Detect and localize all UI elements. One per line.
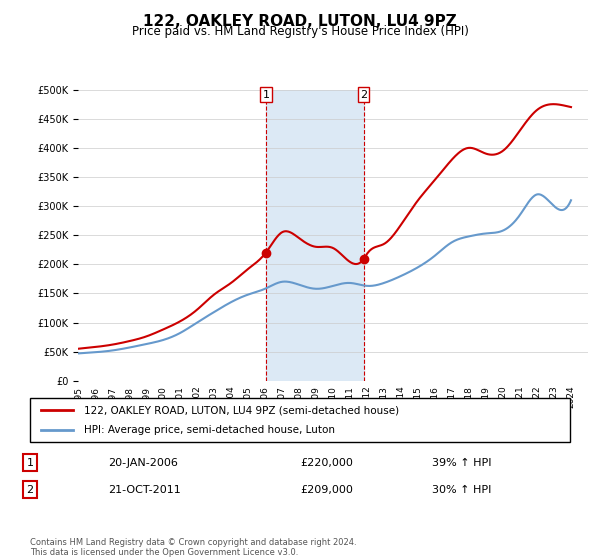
Text: 2: 2 [26, 484, 34, 494]
Bar [266, 90, 364, 381]
Text: Price paid vs. HM Land Registry's House Price Index (HPI): Price paid vs. HM Land Registry's House … [131, 25, 469, 38]
Text: 122, OAKLEY ROAD, LUTON, LU4 9PZ (semi-detached house): 122, OAKLEY ROAD, LUTON, LU4 9PZ (semi-d… [84, 405, 399, 415]
Text: HPI: Average price, semi-detached house, Luton: HPI: Average price, semi-detached house,… [84, 425, 335, 435]
Text: 122, OAKLEY ROAD, LUTON, LU4 9PZ: 122, OAKLEY ROAD, LUTON, LU4 9PZ [143, 14, 457, 29]
Text: 30% ↑ HPI: 30% ↑ HPI [432, 484, 491, 494]
Text: 2: 2 [360, 90, 367, 100]
Text: 1: 1 [26, 458, 34, 468]
Text: 39% ↑ HPI: 39% ↑ HPI [432, 458, 491, 468]
Text: Contains HM Land Registry data © Crown copyright and database right 2024.
This d: Contains HM Land Registry data © Crown c… [30, 538, 356, 557]
Text: £220,000: £220,000 [300, 458, 353, 468]
Text: £209,000: £209,000 [300, 484, 353, 494]
Text: 20-JAN-2006: 20-JAN-2006 [108, 458, 178, 468]
Text: 1: 1 [262, 90, 269, 100]
Text: 21-OCT-2011: 21-OCT-2011 [108, 484, 181, 494]
FancyBboxPatch shape [30, 398, 570, 442]
